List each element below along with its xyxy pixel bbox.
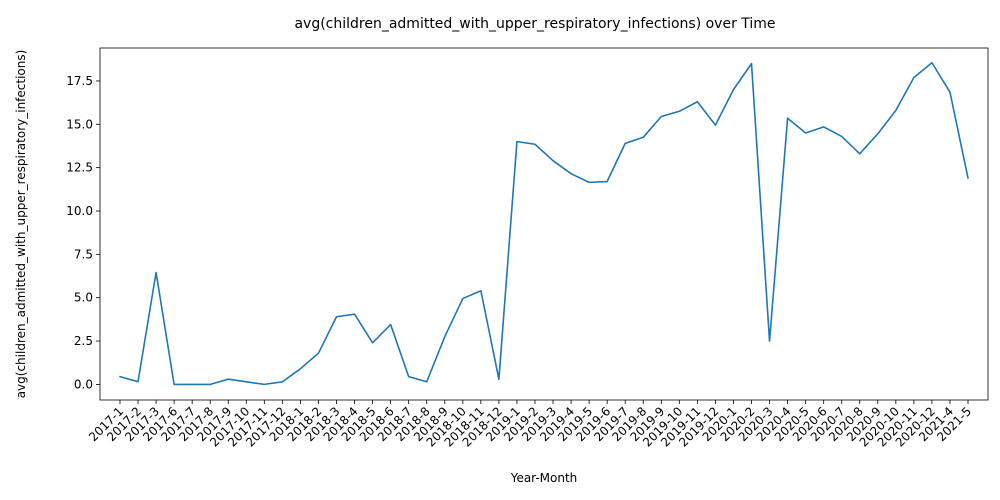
- chart-title: avg(children_admitted_with_upper_respira…: [294, 16, 775, 32]
- y-tick-label: 7.5: [74, 247, 93, 261]
- x-axis: 2017-12017-22017-32017-62017-72017-82017…: [86, 400, 974, 450]
- y-tick-label: 0.0: [74, 377, 93, 391]
- y-tick-label: 15.0: [66, 117, 93, 131]
- y-tick-label: 17.5: [66, 74, 93, 88]
- series-line: [119, 61, 969, 386]
- plot-frame: [99, 47, 989, 401]
- y-axis: 0.0 2.5 5.0 7.5 10.0 12.5 15.0 17.5: [66, 74, 100, 391]
- y-axis-label: avg(children_admitted_with_upper_respira…: [14, 50, 28, 399]
- y-tick-label: 10.0: [66, 204, 93, 218]
- y-tick-label: 2.5: [74, 334, 93, 348]
- x-axis-label: Year-Month: [510, 471, 578, 485]
- series-group: [119, 61, 969, 386]
- y-tick-label: 12.5: [66, 161, 93, 175]
- y-tick-label: 5.0: [74, 291, 93, 305]
